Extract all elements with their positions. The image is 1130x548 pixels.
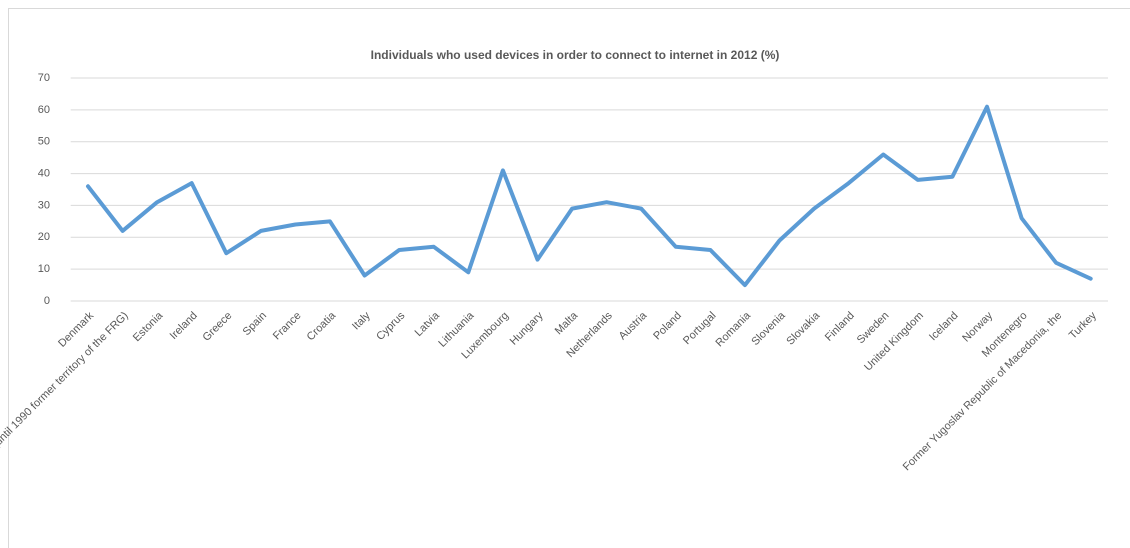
x-tick-label: Slovenia [749, 309, 788, 348]
x-tick-label: Romania [714, 309, 754, 349]
x-tick-label: Croatia [305, 309, 339, 343]
x-tick-label: Austria [617, 309, 650, 342]
x-tick-label: Poland [651, 310, 684, 343]
x-tick-label: United Kingdom [862, 310, 926, 374]
chart-frame [8, 8, 1130, 548]
x-tick-label: Malta [553, 309, 581, 337]
y-tick-label: 30 [38, 199, 50, 211]
x-tick-label: Greece [200, 310, 234, 344]
x-tick-label: Latvia [413, 309, 443, 339]
y-tick-label: 40 [38, 167, 50, 179]
x-tick-label: Former Yugoslav Republic of Macedonia, t… [901, 310, 1065, 474]
x-tick-label: Slovakia [784, 309, 823, 348]
x-tick-label: Italy [350, 309, 373, 332]
y-tick-label: 10 [38, 263, 50, 275]
y-tick-label: 60 [38, 104, 50, 116]
data-line [86, 104, 1093, 288]
x-tick-label: Finland [823, 310, 857, 344]
y-tick-label: 70 [38, 72, 50, 84]
x-tick-label: France [271, 310, 304, 343]
x-tick-label: Hungary [508, 309, 546, 347]
y-tick-label: 0 [44, 295, 50, 307]
y-tick-label: 20 [38, 231, 50, 243]
chart-title: Individuals who used devices in order to… [371, 48, 780, 62]
y-tick-label: 50 [38, 136, 50, 148]
x-tick-label: Turkey [1067, 309, 1099, 341]
x-tick-label: Cyprus [374, 309, 407, 342]
x-tick-label: Estonia [131, 309, 166, 344]
x-tick-label: Iceland [927, 310, 961, 344]
x-tick-label: Ireland [168, 310, 200, 342]
x-tick-label: Norway [960, 309, 995, 344]
x-tick-label: Spain [241, 310, 269, 338]
